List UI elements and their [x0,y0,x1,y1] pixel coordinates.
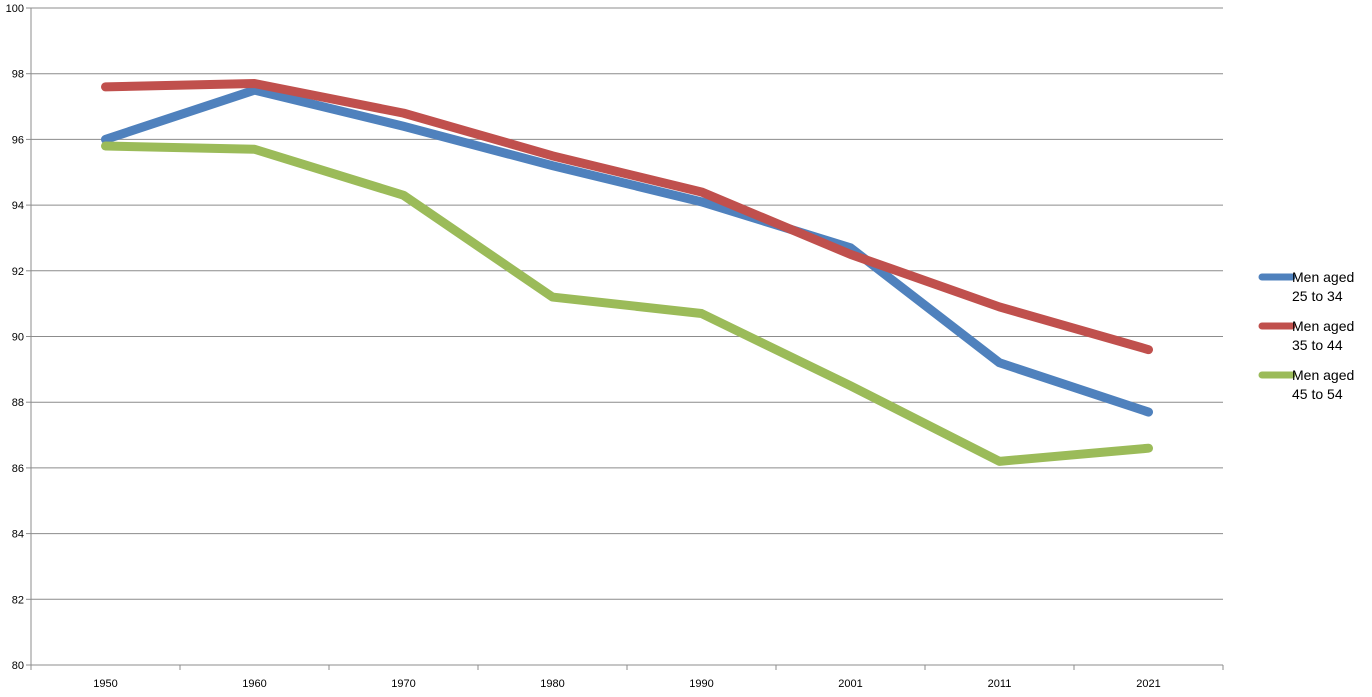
x-tick-label: 2001 [838,678,862,690]
y-tick-label: 98 [12,69,24,81]
x-axis-tick-labels: 1950 1960 1970 1980 1990 2001 2011 2021 [93,678,1160,690]
y-tick-label: 96 [12,134,24,146]
x-tick-label: 1950 [93,678,117,690]
legend-label: Men aged [1292,318,1354,334]
legend-label: 35 to 44 [1292,337,1343,353]
axes [26,7,1224,670]
x-tick-label: 2011 [988,678,1012,690]
y-axis-tick-labels: 80 82 84 86 88 90 92 94 96 98 100 [6,3,24,672]
y-tick-label: 82 [12,594,24,606]
series-line-2 [101,79,1153,355]
gridlines [31,7,1223,600]
legend-label: 45 to 54 [1292,386,1343,402]
y-tick-label: 84 [12,529,24,541]
series-line-1 [101,85,1153,417]
y-tick-label: 100 [6,3,24,15]
legend: Men aged 25 to 34 Men aged 35 to 44 Men aged… [1258,269,1354,402]
y-tick-label: 80 [12,660,24,672]
x-tick-label: 1960 [242,678,266,690]
y-tick-label: 90 [12,332,24,344]
series-lines [101,79,1153,466]
y-tick-label: 92 [12,266,24,278]
series-line-3 [101,141,1153,466]
x-tick-label: 1970 [391,678,415,690]
legend-label: Men aged [1292,367,1354,383]
x-tick-label: 1980 [540,678,564,690]
y-tick-label: 94 [12,200,24,212]
legend-label: 25 to 34 [1292,288,1343,304]
y-tick-label: 88 [12,397,24,409]
y-tick-label: 86 [12,463,24,475]
x-tick-label: 1990 [689,678,713,690]
legend-label: Men aged [1292,269,1354,285]
x-tick-label: 2021 [1136,678,1160,690]
